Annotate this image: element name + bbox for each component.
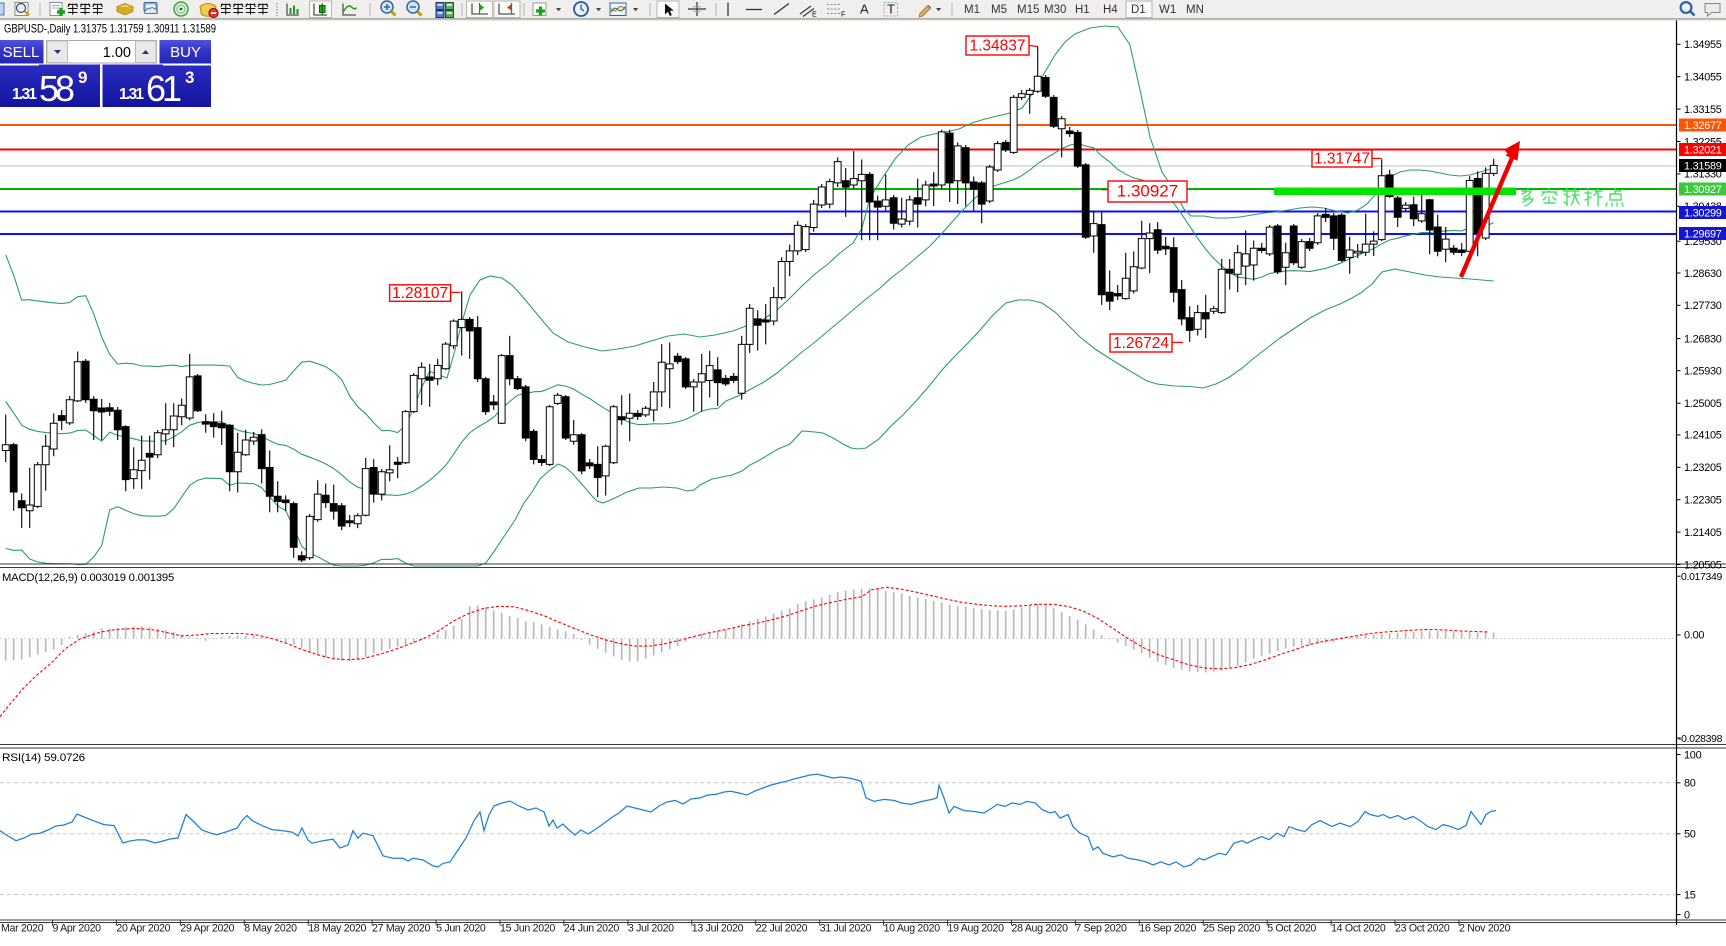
svg-text:1.25930: 1.25930 — [1684, 366, 1722, 378]
svg-text:-0.028398: -0.028398 — [1678, 734, 1723, 745]
svg-text:1.34055: 1.34055 — [1684, 72, 1722, 84]
svg-text:19 Aug 2020: 19 Aug 2020 — [948, 923, 1005, 935]
svg-text:58: 58 — [39, 68, 75, 109]
svg-text:3 Jul 2020: 3 Jul 2020 — [628, 923, 674, 935]
svg-text:1.30927: 1.30927 — [1684, 184, 1722, 196]
svg-text:1.23205: 1.23205 — [1684, 462, 1722, 474]
svg-text:M5: M5 — [991, 4, 1007, 16]
svg-text:M15: M15 — [1017, 4, 1039, 16]
svg-text:22 Jul 2020: 22 Jul 2020 — [756, 923, 808, 935]
svg-text:D1: D1 — [1131, 4, 1146, 16]
svg-text:80: 80 — [1684, 778, 1696, 790]
svg-text:1.28630: 1.28630 — [1684, 268, 1722, 280]
svg-text:5 Oct 2020: 5 Oct 2020 — [1267, 923, 1316, 935]
svg-text:18 May 2020: 18 May 2020 — [308, 923, 366, 935]
svg-text:1.20505: 1.20505 — [1684, 559, 1722, 571]
svg-text:28 Aug 2020: 28 Aug 2020 — [1012, 923, 1069, 935]
svg-text:50: 50 — [1684, 829, 1696, 841]
svg-text:1.24105: 1.24105 — [1684, 430, 1722, 442]
svg-text:15: 15 — [1684, 889, 1696, 901]
svg-text:1.26830: 1.26830 — [1684, 333, 1722, 345]
svg-text:14 Oct 2020: 14 Oct 2020 — [1331, 923, 1386, 935]
svg-text:1.22305: 1.22305 — [1684, 495, 1722, 507]
svg-text:9 Apr 2020: 9 Apr 2020 — [53, 923, 102, 935]
svg-text:1.31: 1.31 — [119, 86, 144, 103]
svg-text:SELL: SELL — [3, 44, 40, 61]
svg-text:7 Sep 2020: 7 Sep 2020 — [1075, 923, 1127, 935]
svg-text:8 May 2020: 8 May 2020 — [244, 923, 297, 935]
svg-text:W1: W1 — [1159, 4, 1176, 16]
svg-text:BUY: BUY — [170, 44, 201, 61]
svg-text:1.34955: 1.34955 — [1684, 39, 1722, 51]
svg-text:A: A — [860, 2, 869, 17]
svg-text:15 Jun 2020: 15 Jun 2020 — [500, 923, 555, 935]
svg-text:0.00: 0.00 — [1684, 630, 1704, 642]
svg-text:10 Aug 2020: 10 Aug 2020 — [884, 923, 941, 935]
svg-text:1.31: 1.31 — [12, 86, 37, 103]
svg-text:25 Sep 2020: 25 Sep 2020 — [1203, 923, 1260, 935]
svg-text:1.31589: 1.31589 — [1684, 160, 1722, 172]
svg-text:1.29697: 1.29697 — [1684, 228, 1722, 240]
svg-text:M30: M30 — [1044, 4, 1066, 16]
svg-text:5 Jun 2020: 5 Jun 2020 — [436, 923, 486, 935]
svg-text:1.26724: 1.26724 — [1113, 335, 1169, 352]
svg-text:M1: M1 — [964, 4, 980, 16]
svg-text:1.32021: 1.32021 — [1684, 144, 1722, 156]
svg-text:29 Apr 2020: 29 Apr 2020 — [180, 923, 234, 935]
svg-text:3: 3 — [185, 68, 194, 87]
svg-text:1.28107: 1.28107 — [392, 285, 448, 302]
svg-text:1.31747: 1.31747 — [1314, 151, 1370, 168]
svg-text:1.27730: 1.27730 — [1684, 300, 1722, 312]
svg-text:9: 9 — [78, 68, 87, 87]
svg-text:RSI(14) 59.0726: RSI(14) 59.0726 — [2, 752, 85, 764]
svg-text:31 Jul 2020: 31 Jul 2020 — [820, 923, 872, 935]
svg-text:1.30927: 1.30927 — [1117, 182, 1178, 201]
svg-text:H1: H1 — [1075, 4, 1090, 16]
svg-text:F: F — [841, 12, 845, 19]
svg-text:16 Sep 2020: 16 Sep 2020 — [1139, 923, 1196, 935]
svg-text:1.21405: 1.21405 — [1684, 527, 1722, 539]
svg-text:1.25005: 1.25005 — [1684, 398, 1722, 410]
svg-text:1.34837: 1.34837 — [969, 38, 1025, 55]
svg-text:H4: H4 — [1103, 4, 1118, 16]
svg-text:23 Oct 2020: 23 Oct 2020 — [1395, 923, 1450, 935]
svg-text:0: 0 — [1684, 909, 1690, 921]
svg-text:24 Jun 2020: 24 Jun 2020 — [564, 923, 619, 935]
svg-text:1.33155: 1.33155 — [1684, 104, 1722, 116]
svg-text:61: 61 — [146, 68, 182, 109]
svg-text:100: 100 — [1684, 749, 1702, 761]
svg-text:MN: MN — [1186, 4, 1204, 16]
svg-text:T: T — [887, 2, 895, 17]
svg-text:Mar 2020: Mar 2020 — [1, 923, 44, 935]
svg-text:27 May 2020: 27 May 2020 — [372, 923, 430, 935]
svg-text:2 Nov 2020: 2 Nov 2020 — [1459, 923, 1511, 935]
svg-text:MACD(12,26,9) 0.003019 0.00139: MACD(12,26,9) 0.003019 0.001395 — [2, 572, 174, 584]
svg-text:1.32677: 1.32677 — [1684, 120, 1722, 132]
svg-text:1.00: 1.00 — [103, 45, 131, 61]
svg-text:0.017349: 0.017349 — [1681, 572, 1722, 583]
svg-text:13 Jul 2020: 13 Jul 2020 — [692, 923, 744, 935]
svg-text:GBPUSD-,Daily 1.31375 1.31759: GBPUSD-,Daily 1.31375 1.31759 1.30911 1.… — [4, 22, 216, 36]
svg-text:1.30299: 1.30299 — [1684, 207, 1722, 219]
svg-text:E: E — [812, 12, 817, 19]
svg-text:20 Apr 2020: 20 Apr 2020 — [116, 923, 170, 935]
